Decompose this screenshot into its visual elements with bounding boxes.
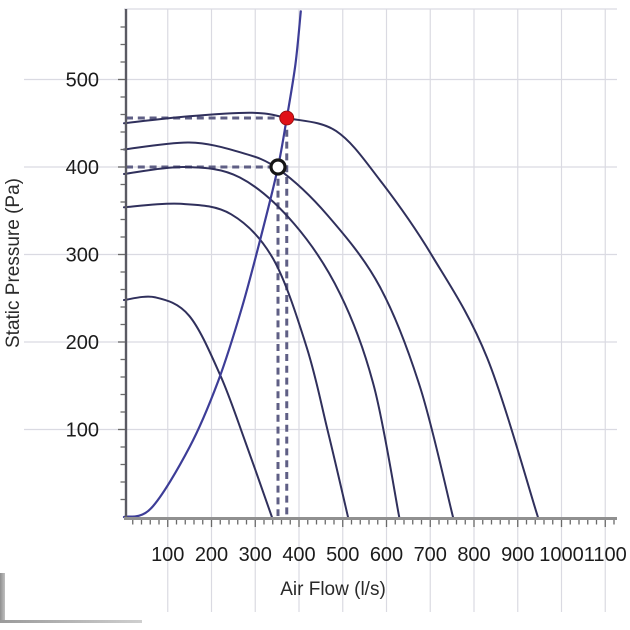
x-tick-label: 700 [414, 544, 447, 566]
x-tick-label: 400 [282, 544, 315, 566]
axes [124, 9, 617, 520]
x-tick-label: 1000 [539, 544, 584, 566]
x-axis-title: Air Flow (l/s) [280, 579, 386, 600]
actual-operating-point [279, 110, 295, 126]
x-tick-label: 100 [151, 544, 184, 566]
tick-labels: 100 200 300 400 500 600 700 800 900 1000 1100 100 20… [66, 70, 627, 567]
x-tick-label: 800 [457, 544, 490, 566]
x-tick-label: 200 [195, 544, 228, 566]
window-edge-artifact-horizontal [0, 620, 142, 623]
fan-curve-2 [123, 141, 454, 518]
fan-curve-5 [123, 295, 273, 518]
x-tick-label: 1100 [584, 544, 627, 566]
y-axis-title: Static Pressure (Pa) [3, 178, 24, 348]
x-tick-label: 600 [370, 544, 403, 566]
x-tick-label: 900 [501, 544, 534, 566]
fan-curve-1 [123, 111, 539, 518]
x-tick-label: 500 [326, 544, 359, 566]
y-tick-label: 300 [66, 245, 99, 267]
duty-point [269, 158, 287, 176]
tick-marks [118, 26, 615, 527]
y-tick-label: 400 [66, 157, 99, 179]
y-tick-label: 500 [66, 70, 99, 92]
y-tick-label: 100 [66, 420, 99, 442]
guide-lines [126, 116, 289, 516]
gridlines [24, 8, 617, 612]
fan-curve-4 [123, 202, 349, 518]
point-markers [269, 110, 295, 176]
window-edge-artifact-vertical [0, 573, 5, 623]
curves [122, 10, 539, 519]
x-tick-label: 300 [239, 544, 272, 566]
system-resistance-curve [122, 10, 302, 519]
fan-curve-3 [123, 165, 401, 518]
y-tick-label: 200 [66, 332, 99, 354]
